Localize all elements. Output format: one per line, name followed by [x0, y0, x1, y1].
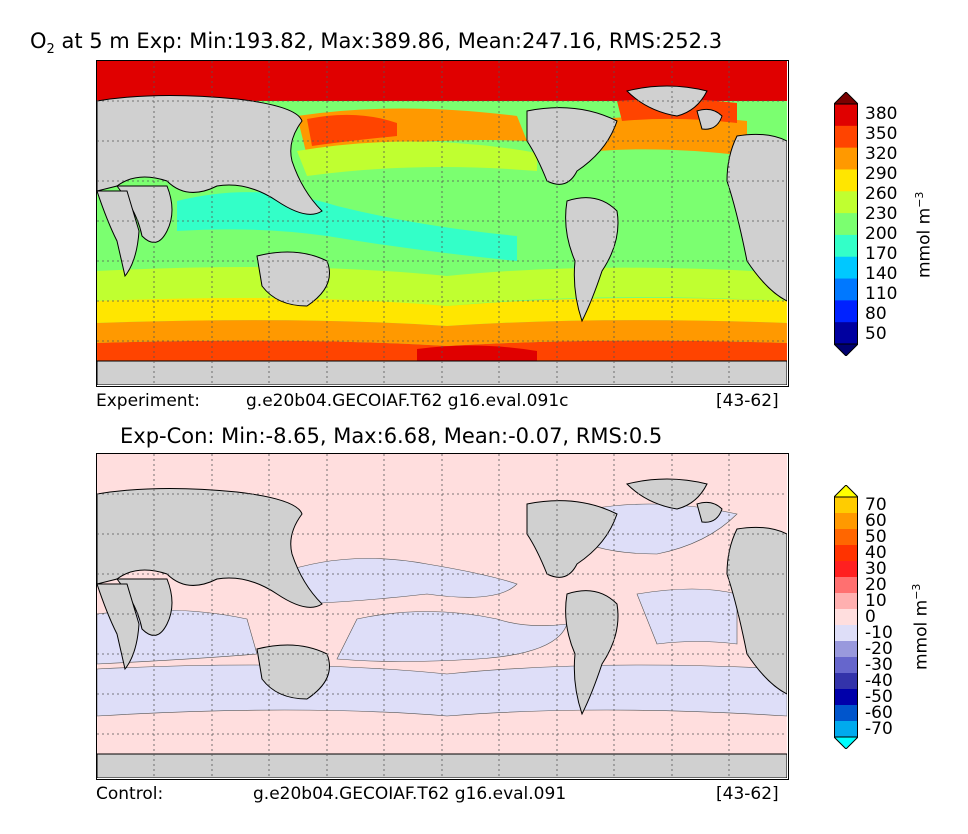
colorbar-tick-label: 380 [865, 104, 898, 124]
colorbar-swatch [834, 641, 858, 658]
colorbar-swatch [834, 705, 858, 722]
colorbar-tick-label: 30 [865, 559, 887, 579]
top-map [96, 60, 789, 387]
colorbar-tick-label: 350 [865, 124, 898, 144]
colorbar-tick-label: -30 [865, 655, 893, 675]
colorbar-swatch [834, 256, 858, 280]
colorbar-tick-label: 60 [865, 511, 887, 531]
colorbar-swatch [834, 689, 858, 706]
colorbar-tick-label: 320 [865, 144, 898, 164]
colorbar-swatch [834, 513, 858, 530]
bottom-meta-case: g.e20b04.GECOIAF.T62 g16.eval.091 [253, 784, 567, 804]
ocean-band-npac-320 [307, 114, 397, 146]
colorbar-swatch [834, 169, 858, 192]
colorbar-swatch [834, 673, 858, 690]
colorbar-swatch [834, 609, 858, 626]
colorbar-tick-label: -70 [865, 719, 893, 739]
top-meta-label: Experiment: [96, 391, 200, 411]
unit-main: mmol m [911, 599, 932, 670]
colorbar-tick-label: 80 [865, 304, 887, 324]
colorbar-swatch [834, 577, 858, 594]
colorbar-swatch [834, 721, 858, 738]
bottom-map-grid [97, 454, 787, 778]
bottom-meta-label: Control: [96, 784, 164, 804]
colorbar-tick-label: 260 [865, 184, 898, 204]
top-colorbar-unit: mmol m−3 [913, 192, 935, 278]
colorbar-swatch [834, 529, 858, 546]
top-colorbar [832, 91, 860, 360]
title-species: O [30, 29, 47, 53]
unit-exponent: −3 [910, 583, 923, 600]
colorbar-frame [834, 496, 858, 738]
colorbar-swatch [834, 147, 858, 170]
unit-main: mmol m [914, 207, 935, 278]
colorbar-tick-label: 0 [865, 607, 876, 627]
title-subscript: 2 [46, 42, 55, 58]
colorbar-tick-label: -20 [865, 639, 893, 659]
colorbar-tick-label: 10 [865, 591, 887, 611]
colorbar-max-extend [832, 91, 860, 105]
colorbar-swatch [834, 278, 858, 301]
colorbar-tick-label: 50 [865, 527, 887, 547]
colorbar-tick-label: -50 [865, 687, 893, 707]
top-meta-case: g.e20b04.GECOIAF.T62 g16.eval.091c [246, 391, 569, 411]
colorbar-tick-label: 50 [865, 324, 887, 344]
top-map-grid [97, 61, 787, 385]
colorbar-swatch [834, 125, 858, 149]
colorbar-swatch [834, 300, 858, 323]
colorbar-tick-label: 40 [865, 543, 887, 563]
bottom-colorbar-svg [832, 484, 860, 750]
colorbar-tick-label: 290 [865, 164, 898, 184]
colorbar-swatch [834, 657, 858, 674]
colorbar-min-extend [832, 343, 860, 357]
ocean-band-tropics-170 [177, 192, 517, 261]
colorbar-tick-label: -60 [865, 703, 893, 723]
colorbar-tick-label: 70 [865, 495, 887, 515]
bottom-map [96, 453, 789, 780]
colorbar-swatch [834, 322, 858, 345]
colorbar-tick-label: 200 [865, 224, 898, 244]
colorbar-tick-label: 140 [865, 264, 898, 284]
colorbar-swatch [834, 104, 858, 127]
colorbar-swatch [834, 234, 858, 258]
colorbar-frame [834, 103, 858, 345]
bottom-meta-years: [43-62] [716, 784, 779, 804]
top-meta-years: [43-62] [716, 391, 779, 411]
top-map-svg [97, 61, 787, 385]
colorbar-tick-label: 20 [865, 575, 887, 595]
title-stats: at 5 m Exp: Min:193.82, Max:389.86, Mean… [54, 29, 723, 53]
colorbar-swatch [834, 191, 858, 214]
top-map-title: O2 at 5 m Exp: Min:193.82, Max:389.86, M… [30, 29, 722, 57]
colorbar-swatch [834, 497, 858, 514]
colorbar-swatch [834, 213, 858, 236]
ocean-band-npac-230 [297, 141, 537, 176]
bottom-colorbar [832, 484, 860, 753]
colorbar-tick-label: -10 [865, 623, 893, 643]
colorbar-tick-label: 110 [865, 284, 898, 304]
colorbar-tick-label: -40 [865, 671, 893, 691]
colorbar-tick-label: 230 [865, 204, 898, 224]
bottom-map-svg [97, 454, 787, 778]
colorbar-swatch [834, 625, 858, 642]
colorbar-max-extend [832, 484, 860, 498]
top-land [97, 61, 787, 385]
top-colorbar-svg [832, 91, 860, 357]
colorbar-swatch [834, 593, 858, 610]
ocean-band-south-290 [97, 320, 787, 346]
colorbar-swatch [834, 561, 858, 578]
colorbar-swatch [834, 545, 858, 562]
colorbar-tick-label: 170 [865, 244, 898, 264]
colorbar-min-extend [832, 736, 860, 750]
bottom-map-title: Exp-Con: Min:-8.65, Max:6.68, Mean:-0.07… [120, 424, 663, 448]
bottom-colorbar-unit: mmol m−3 [910, 584, 932, 670]
unit-exponent: −3 [913, 191, 926, 208]
